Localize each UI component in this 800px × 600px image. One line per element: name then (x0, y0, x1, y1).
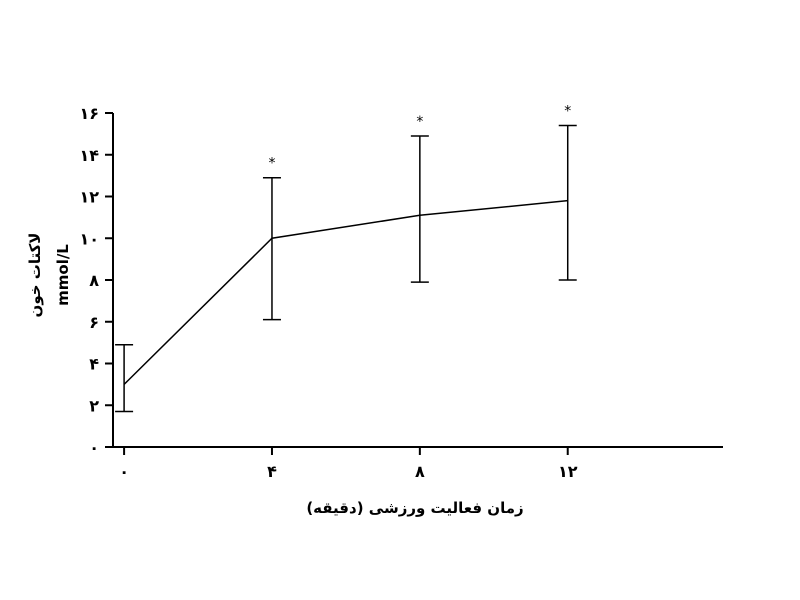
x-tick-label: ۱۲ (558, 462, 578, 481)
y-tick-label: ۸ (89, 271, 99, 290)
significance-asterisk: * (268, 156, 275, 172)
x-tick-label: ۸ (415, 462, 425, 481)
significance-asterisk: * (564, 104, 571, 120)
y-tick-label: ۲ (89, 396, 99, 415)
y-tick-label: ۰ (89, 438, 99, 457)
y-ticks: ۰ ۲ ۴ ۶ ۸ ۱۰ ۱۲ ۱۴ ۱۶ (79, 104, 113, 457)
y-tick-label: ۱۰ (79, 229, 99, 248)
significance-markers: * * * (268, 104, 571, 172)
y-tick-label: ۱۲ (79, 188, 99, 207)
y-tick-label: ۶ (89, 313, 99, 332)
y-tick-label: ۱۴ (79, 146, 99, 165)
x-axis-title: زمان فعالیت ورزشی (دقیقه) (306, 499, 523, 517)
axes (112, 113, 723, 448)
series-line (123, 199, 568, 385)
x-tick-label: ۴ (267, 462, 277, 481)
significance-asterisk: * (416, 114, 423, 130)
x-tick-label: ۰ (119, 462, 129, 481)
y-axis-title-line1: لاکتات خون (26, 233, 44, 318)
error-bars (115, 124, 577, 413)
x-ticks: ۰ ۴ ۸ ۱۲ (119, 447, 578, 481)
y-tick-label: ۴ (89, 355, 99, 374)
y-tick-label: ۱۶ (79, 104, 99, 123)
y-axis-title-line2: mmol/L (54, 244, 72, 306)
